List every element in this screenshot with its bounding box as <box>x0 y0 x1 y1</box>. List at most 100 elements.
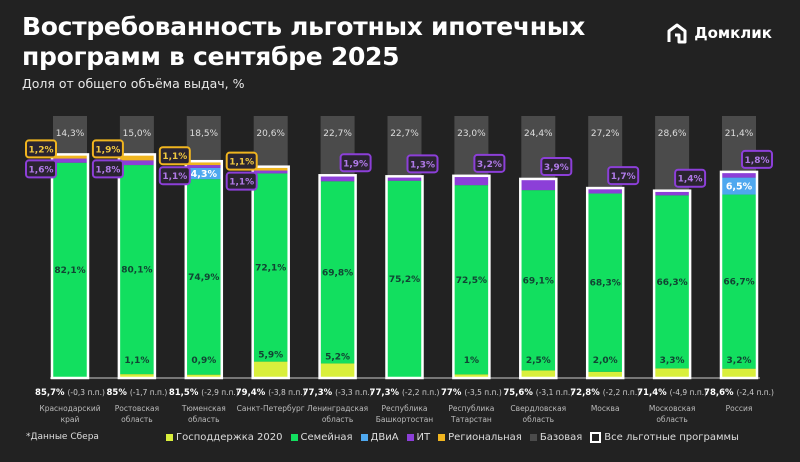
total-value: 78,6% <box>704 388 736 398</box>
total-value: 77% <box>441 388 464 398</box>
data-label-gos2020: 1,1% <box>124 356 149 366</box>
bar-segment-it <box>722 172 756 178</box>
data-label-family: 82,1% <box>54 266 85 276</box>
category-label: Свердловская <box>510 404 566 413</box>
data-label-gos2020: 5,9% <box>258 351 283 361</box>
data-label-base: 22,7% <box>323 129 352 139</box>
bar-segment-it <box>119 160 154 166</box>
total-label: 72,8% (-2,2 п.п.) <box>570 388 640 398</box>
total-value: 77,3% <box>370 388 402 398</box>
total-change: (-3,3 п.п.) <box>335 388 373 397</box>
chart-subtitle: Доля от общего объёма выдач, % <box>22 76 245 91</box>
legend-swatch <box>529 434 537 441</box>
callout-it: 1,4% <box>678 175 703 185</box>
data-label-base: 14,3% <box>56 129 85 139</box>
bar-segment-family <box>454 185 489 375</box>
data-label-gos2020: 1% <box>464 356 479 366</box>
total-change: (-2,4 п.п.) <box>737 388 775 397</box>
category-label: Республика <box>448 404 494 413</box>
total-label: 77,3% (-2,2 п.п.) <box>370 388 440 398</box>
bar-segment-gos2020 <box>119 374 154 377</box>
bar-outline-all-subsidized <box>318 174 357 380</box>
legend-swatch <box>590 432 602 443</box>
category-label: область <box>656 415 688 424</box>
data-label-family: 69,1% <box>523 276 554 286</box>
data-label-family: 72,5% <box>456 276 487 286</box>
callout-it: 1,8% <box>95 165 120 175</box>
bar-outline-all-subsidized <box>652 189 692 380</box>
legend: Господдержка 2020 Семейная ДВиА ИТ Региональ… <box>166 432 739 443</box>
total-value: 85,7% <box>35 388 67 398</box>
category-label: область <box>188 415 220 424</box>
total-change: (-2,2 п.п.) <box>603 388 641 397</box>
data-label-base: 20,6% <box>256 129 285 139</box>
data-label-gos2020: 0,9% <box>191 356 216 366</box>
data-label-family: 69,8% <box>322 268 353 278</box>
data-label-family: 66,3% <box>656 278 687 288</box>
legend-item: Базовая <box>529 432 582 443</box>
domclick-logo: Домклик <box>666 22 772 44</box>
total-label: 85,7% (-0,3 п.п.) <box>35 388 105 398</box>
total-label: 75,6% (-3,1 п.п.) <box>503 388 573 398</box>
data-label-gos2020: 2,0% <box>593 356 618 366</box>
legend-label: Все льготные программы <box>604 432 739 443</box>
legend-item: Все льготные программы <box>590 432 739 443</box>
category-label: Ленинградская <box>307 404 368 413</box>
bar-segment-dvia <box>186 167 221 180</box>
bar-outline-all-subsidized <box>519 177 558 380</box>
total-change: (-3,1 п.п.) <box>536 388 574 397</box>
data-label-family: 66,7% <box>723 278 754 288</box>
bar-segment-gos2020 <box>320 363 355 377</box>
legend-item: Семейная <box>290 432 353 443</box>
bar-segment-it <box>53 158 87 163</box>
callout-it: 1,1% <box>229 178 254 188</box>
data-label-base: 27,2% <box>591 129 620 139</box>
bar-segment-dvia <box>722 177 756 195</box>
data-label-family: 68,3% <box>590 279 621 289</box>
callout-it-box <box>741 149 773 169</box>
bar-segment-gos2020 <box>521 370 556 377</box>
bar-segment-it <box>588 189 623 194</box>
callout-regional-box <box>25 139 57 159</box>
callout-it-box <box>25 159 57 179</box>
category-label: Татарстан <box>450 415 492 424</box>
bar-segment-it <box>655 191 690 196</box>
bar-outline-all-subsidized <box>385 175 424 380</box>
data-label-base: 24,4% <box>524 129 553 139</box>
total-value: 72,8% <box>570 388 602 398</box>
callout-it-box <box>473 153 506 173</box>
total-value: 81,5% <box>169 388 201 398</box>
data-label-base: 28,6% <box>658 129 687 139</box>
bar-segment-it <box>253 170 288 174</box>
bar-segment-family <box>722 194 756 369</box>
total-label: 77% (-3,5 п.п.) <box>441 388 502 398</box>
total-change: (-2,9 п.п.) <box>201 388 239 397</box>
bar-outline-all-subsidized <box>585 186 625 380</box>
bar-outline-all-subsidized <box>117 153 157 380</box>
category-label: Башкортостан <box>376 415 434 424</box>
legend-item: Господдержка 2020 <box>166 432 283 443</box>
callout-it: 1,7% <box>611 172 636 182</box>
bar-segment-family <box>53 162 87 377</box>
data-label-family: 80,1% <box>121 266 152 276</box>
category-label: Республика <box>381 404 427 413</box>
category-label: область <box>121 415 153 424</box>
total-change: (-0,3 п.п.) <box>68 388 106 397</box>
bar-segment-regional <box>119 155 154 161</box>
total-change: (-3,8 п.п.) <box>268 388 306 397</box>
data-label-family: 72,1% <box>255 264 286 274</box>
bar-segment-gos2020 <box>722 368 756 377</box>
total-label: 71,4% (-4,9 п.п.) <box>637 388 707 398</box>
callout-regional: 1,1% <box>229 158 254 168</box>
legend-label: ИТ <box>416 432 431 443</box>
callout-it-box <box>540 156 573 176</box>
data-label-gos2020: 5,2% <box>325 352 350 362</box>
callout-it: 3,2% <box>477 160 502 170</box>
category-label: Санкт-Петербург <box>237 404 305 413</box>
bar-segment-it <box>320 176 355 182</box>
callout-regional: 1,1% <box>162 152 187 162</box>
data-label-gos2020: 3,3% <box>660 356 685 366</box>
callout-it: 1,1% <box>162 172 187 182</box>
legend-swatch <box>438 434 446 441</box>
